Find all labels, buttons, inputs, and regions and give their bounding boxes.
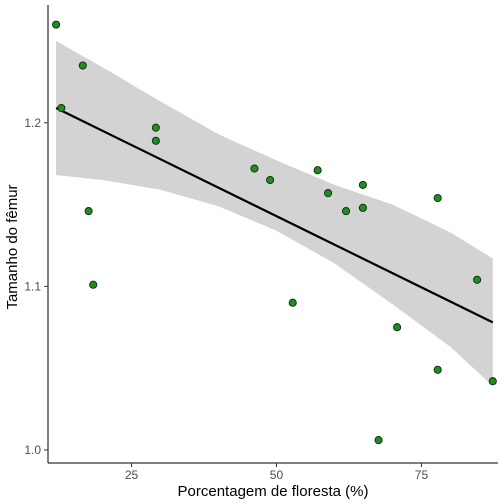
points-layer bbox=[52, 20, 497, 445]
data-point bbox=[358, 203, 367, 212]
data-point bbox=[266, 175, 275, 185]
data-point bbox=[358, 180, 367, 189]
data-point bbox=[324, 189, 333, 198]
data-point bbox=[151, 123, 160, 132]
y-tick-label: 1.2 bbox=[24, 116, 41, 130]
x-axis-title: Porcentagem de floresta (%) bbox=[178, 483, 369, 500]
data-point bbox=[89, 280, 98, 289]
data-point bbox=[78, 61, 87, 70]
x-tick-label: 50 bbox=[270, 468, 284, 482]
y-tick-label: 1.1 bbox=[24, 279, 41, 293]
confidence-band-layer bbox=[56, 41, 493, 387]
y-tick-label: 1.0 bbox=[24, 443, 41, 457]
data-point bbox=[342, 207, 351, 216]
data-point bbox=[488, 377, 497, 386]
data-point bbox=[84, 207, 93, 216]
ticks: 25 50 75 1.0 1.1 1.2 bbox=[24, 116, 428, 482]
data-point bbox=[313, 166, 322, 175]
data-point bbox=[52, 20, 61, 29]
data-point bbox=[250, 164, 259, 173]
x-tick-label: 75 bbox=[415, 468, 429, 482]
data-point bbox=[473, 275, 482, 284]
trend-line-layer bbox=[55, 107, 494, 324]
data-point bbox=[151, 136, 160, 145]
x-tick-label: 25 bbox=[125, 468, 139, 482]
data-point bbox=[433, 193, 442, 203]
y-axis-title: Tamanho do fêmur bbox=[4, 184, 21, 309]
trend-line bbox=[55, 107, 494, 324]
data-point bbox=[374, 436, 383, 445]
data-point bbox=[288, 298, 297, 307]
confidence-band bbox=[56, 41, 493, 387]
data-point bbox=[57, 104, 66, 113]
axes bbox=[47, 5, 498, 464]
data-point bbox=[433, 365, 442, 374]
data-point bbox=[393, 323, 402, 332]
